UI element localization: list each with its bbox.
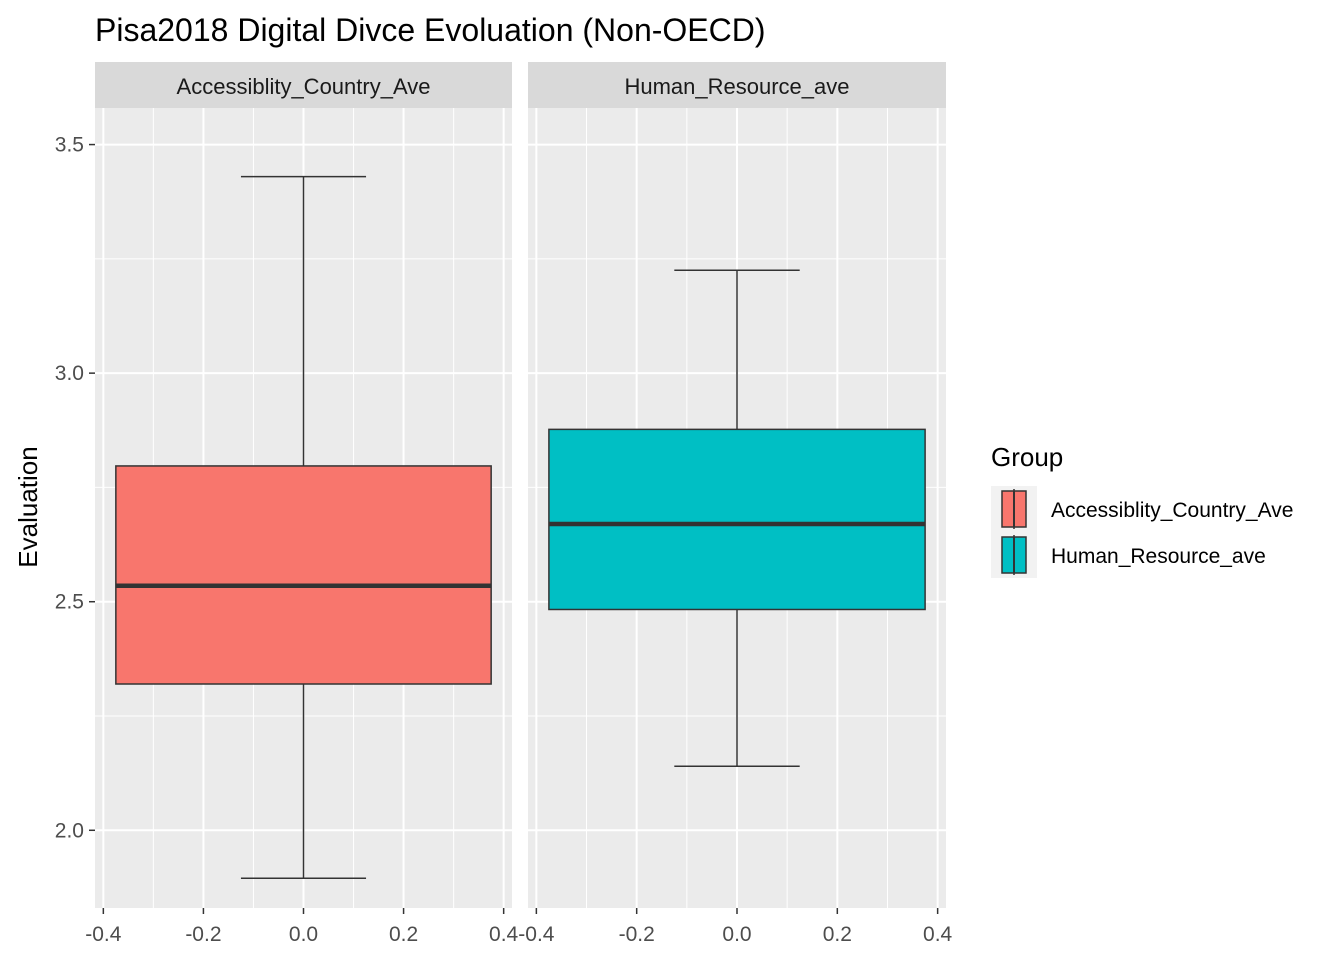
x-tick-label: -0.2 [185,923,221,946]
legend-item: Accessiblity_Country_Ave [991,486,1293,532]
facet-strip [95,62,512,108]
x-tick-label: -0.4 [518,923,555,946]
chart-title: Pisa2018 Digital Divce Evoluation (Non-O… [95,12,766,48]
y-axis: 2.0 2.5 3.0 3.5 [55,134,95,842]
boxplot-Human_Resource_ave [548,269,926,768]
box-iqr [115,465,492,685]
legend-item: Human_Resource_ave [991,532,1266,578]
y-tick-label: 3.0 [55,362,84,385]
legend-title: Group [991,442,1063,472]
x-tick-label: 0.4 [489,923,519,946]
x-tick-label: 0.0 [289,923,318,946]
x-tick-label: -0.2 [619,923,655,946]
y-axis-label: Evaluation [13,446,43,567]
x-tick-label: 0.2 [823,923,852,946]
x-tick-label: 0.4 [923,923,953,946]
legend-label: Human_Resource_ave [1051,545,1266,568]
boxplot-Accessiblity_Country_Ave [115,175,492,880]
facet-strip [528,62,946,108]
facet-panel-1: Accessiblity_Country_Ave -0.4 -0.2 0.0 0.2 0.… [85,62,519,946]
x-tick-label: 0.0 [722,923,751,946]
facet-strip-label: Accessiblity_Country_Ave [177,74,431,99]
legend-label: Accessiblity_Country_Ave [1051,499,1293,522]
facet-strip-label: Human_Resource_ave [624,74,849,99]
y-tick-label: 3.5 [55,134,84,157]
y-tick-label: 2.0 [55,819,84,842]
facet-panel-2: Human_Resource_ave -0.4 -0.2 0.0 0.2 0.4 [518,62,953,946]
x-tick-label: -0.4 [85,923,122,946]
facet-panels: Accessiblity_Country_Ave -0.4 -0.2 0.0 0.2 0.… [85,62,953,946]
y-tick-label: 2.5 [55,591,84,614]
x-tick-label: 0.2 [389,923,418,946]
legend: Group Accessiblity_Country_Ave Human_Reso… [991,442,1293,578]
box-iqr [548,428,926,611]
